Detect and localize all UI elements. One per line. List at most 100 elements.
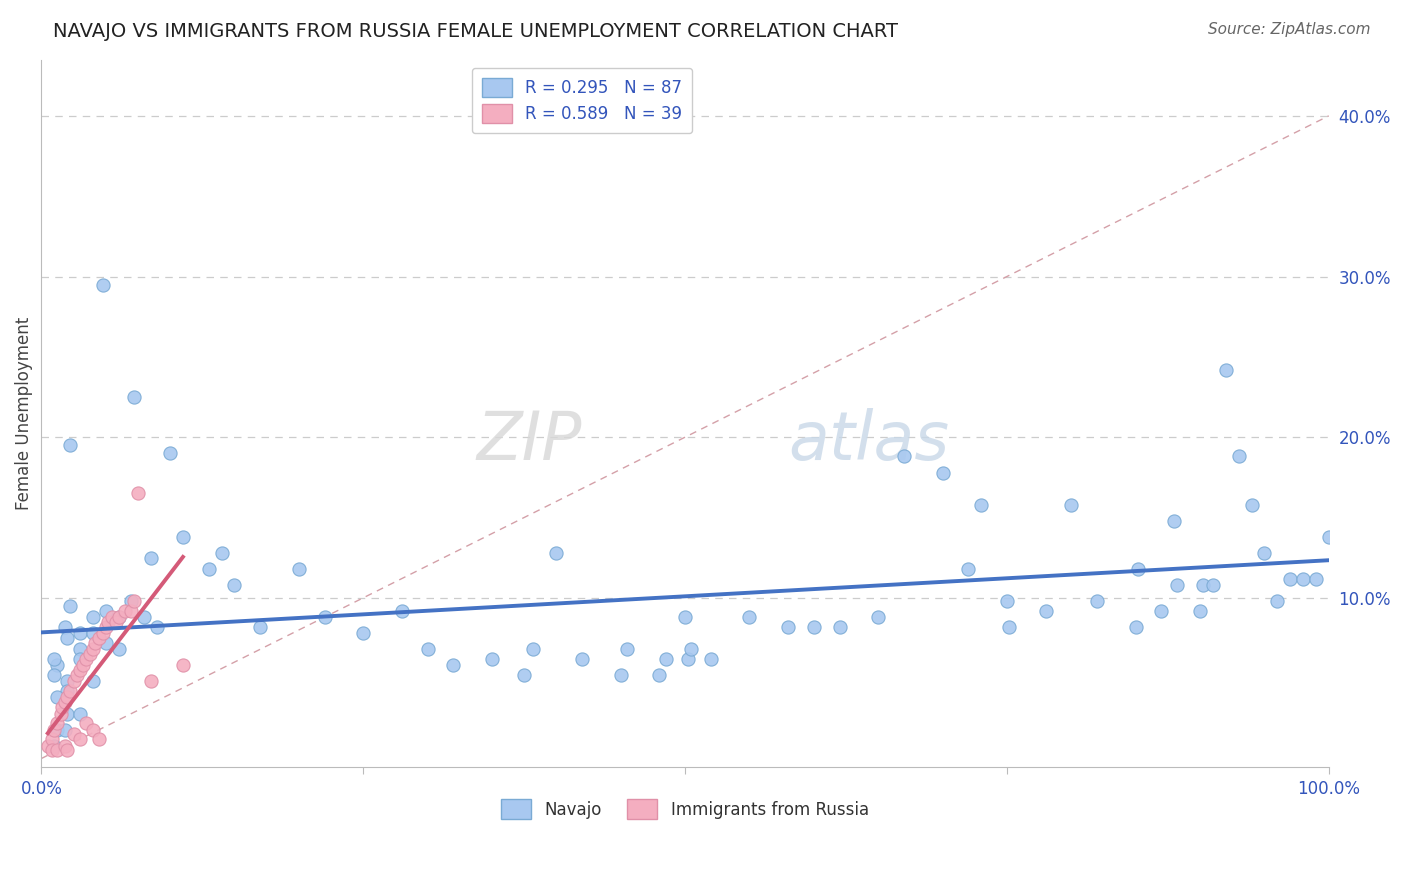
- Point: [172, 530, 194, 544]
- Point: [69, 626, 91, 640]
- Point: [197, 562, 219, 576]
- Point: [79, 647, 101, 661]
- Point: [59, 599, 82, 613]
- Point: [1125, 620, 1147, 634]
- Point: [1292, 572, 1315, 586]
- Point: [44, 652, 66, 666]
- Point: [75, 716, 97, 731]
- Point: [120, 594, 142, 608]
- Point: [45, 690, 67, 705]
- Point: [648, 668, 671, 682]
- Point: [69, 663, 91, 677]
- Point: [957, 562, 980, 576]
- Point: [1150, 604, 1173, 618]
- Point: [1317, 530, 1340, 544]
- Point: [107, 642, 129, 657]
- Point: [1085, 594, 1108, 608]
- Point: [105, 615, 128, 629]
- Point: [62, 674, 84, 689]
- Point: [676, 652, 699, 666]
- Point: [134, 610, 156, 624]
- Point: [803, 620, 825, 634]
- Point: [122, 390, 145, 404]
- Point: [114, 604, 136, 618]
- Point: [1189, 604, 1212, 618]
- Text: ZIP: ZIP: [477, 409, 582, 475]
- Point: [45, 723, 67, 737]
- Point: [89, 631, 111, 645]
- Point: [1202, 578, 1225, 592]
- Point: [69, 732, 91, 747]
- Point: [75, 652, 97, 666]
- Point: [53, 723, 76, 737]
- Point: [416, 642, 439, 657]
- Point: [172, 658, 194, 673]
- Point: [139, 674, 162, 689]
- Point: [513, 668, 536, 682]
- Point: [69, 642, 91, 657]
- Point: [44, 723, 66, 737]
- Point: [97, 615, 120, 629]
- Point: [89, 732, 111, 747]
- Point: [776, 620, 799, 634]
- Point: [56, 631, 79, 645]
- Point: [288, 562, 311, 576]
- Point: [37, 739, 59, 753]
- Point: [56, 706, 79, 721]
- Point: [868, 610, 890, 624]
- Point: [893, 450, 915, 464]
- Point: [72, 658, 94, 673]
- Point: [41, 732, 63, 747]
- Y-axis label: Female Unemployment: Female Unemployment: [15, 317, 32, 509]
- Point: [700, 652, 723, 666]
- Point: [122, 594, 145, 608]
- Point: [91, 626, 114, 640]
- Point: [107, 610, 129, 624]
- Point: [44, 668, 66, 682]
- Point: [931, 466, 953, 480]
- Point: [41, 743, 63, 757]
- Point: [94, 636, 117, 650]
- Point: [673, 610, 696, 624]
- Point: [101, 610, 124, 624]
- Point: [82, 723, 104, 737]
- Point: [66, 668, 89, 682]
- Point: [69, 706, 91, 721]
- Point: [211, 546, 233, 560]
- Point: [1215, 362, 1237, 376]
- Point: [107, 610, 129, 624]
- Point: [49, 706, 72, 721]
- Text: Source: ZipAtlas.com: Source: ZipAtlas.com: [1208, 22, 1371, 37]
- Point: [1253, 546, 1275, 560]
- Point: [94, 620, 117, 634]
- Point: [45, 743, 67, 757]
- Point: [82, 642, 104, 657]
- Point: [146, 620, 169, 634]
- Point: [44, 739, 66, 753]
- Point: [970, 498, 993, 512]
- Point: [1163, 514, 1185, 528]
- Point: [91, 277, 114, 292]
- Point: [51, 700, 73, 714]
- Point: [391, 604, 413, 618]
- Point: [56, 674, 79, 689]
- Point: [56, 743, 79, 757]
- Point: [609, 668, 631, 682]
- Point: [1166, 578, 1188, 592]
- Point: [62, 727, 84, 741]
- Point: [45, 716, 67, 731]
- Point: [56, 684, 79, 698]
- Point: [571, 652, 593, 666]
- Point: [1191, 578, 1213, 592]
- Legend: Navajo, Immigrants from Russia: Navajo, Immigrants from Russia: [495, 793, 876, 825]
- Point: [139, 550, 162, 565]
- Point: [53, 695, 76, 709]
- Point: [681, 642, 703, 657]
- Point: [82, 674, 104, 689]
- Point: [94, 604, 117, 618]
- Point: [127, 486, 149, 500]
- Point: [59, 438, 82, 452]
- Point: [53, 620, 76, 634]
- Point: [84, 636, 107, 650]
- Text: atlas: atlas: [787, 409, 949, 475]
